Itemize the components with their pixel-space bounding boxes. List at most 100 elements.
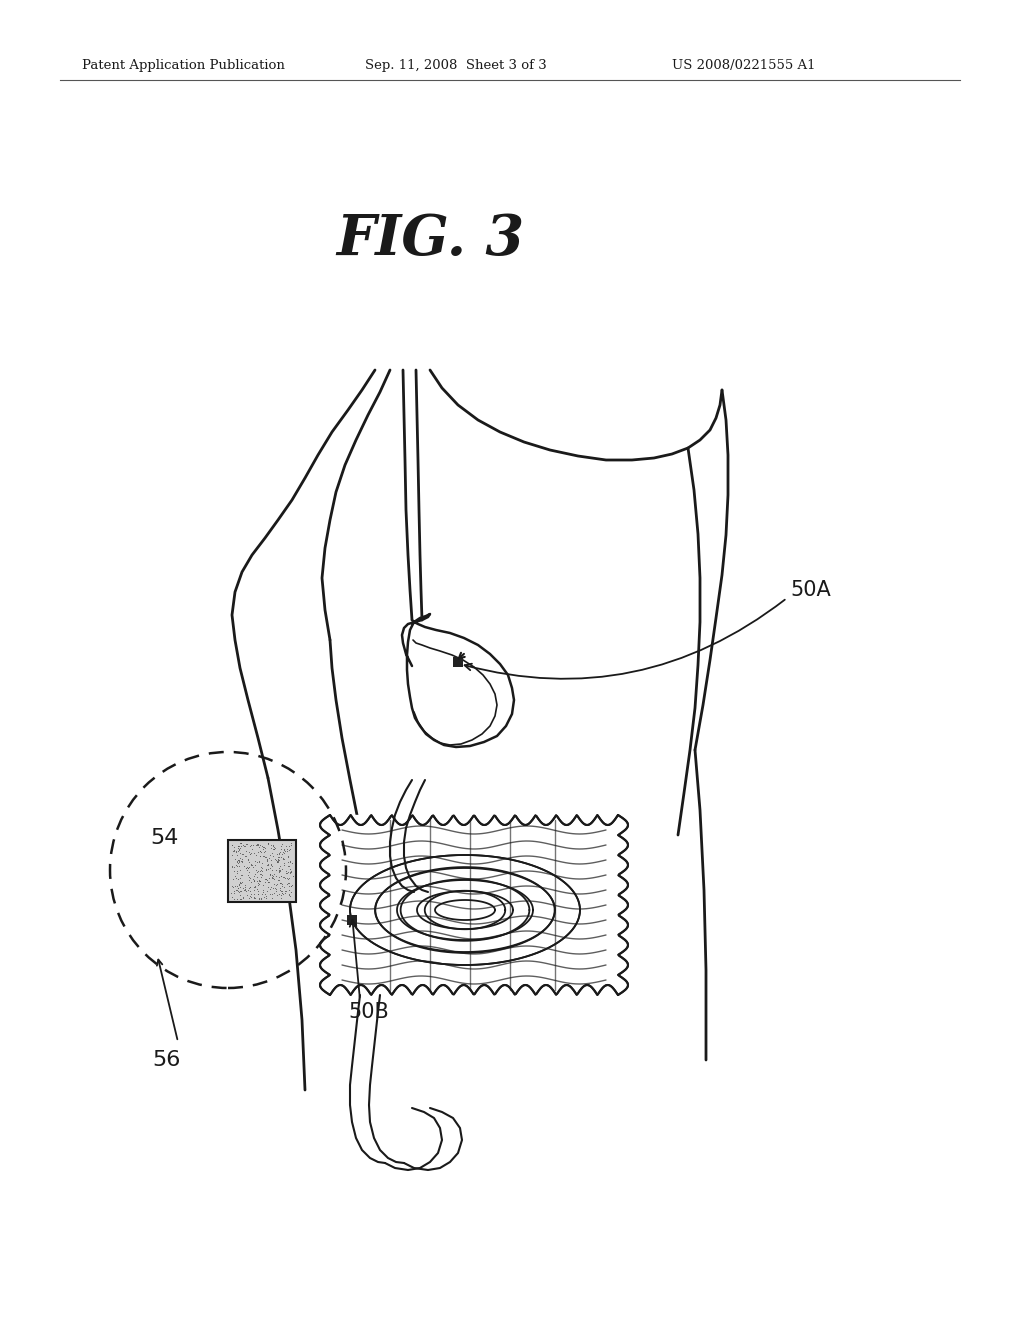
Point bbox=[247, 887, 263, 908]
Point bbox=[278, 869, 294, 890]
Point bbox=[275, 883, 292, 904]
Point bbox=[243, 834, 259, 855]
Point bbox=[279, 861, 295, 882]
Point bbox=[281, 867, 297, 888]
Point bbox=[272, 878, 289, 899]
Point bbox=[252, 871, 268, 892]
Point bbox=[247, 850, 263, 871]
Point bbox=[256, 841, 272, 862]
Point bbox=[257, 869, 273, 890]
Point bbox=[259, 833, 275, 854]
Point bbox=[233, 865, 250, 886]
Point bbox=[250, 842, 266, 863]
Point bbox=[228, 861, 245, 882]
Point bbox=[276, 883, 293, 904]
Point bbox=[251, 870, 267, 891]
Point bbox=[246, 876, 262, 898]
Point bbox=[271, 862, 288, 883]
Point bbox=[246, 886, 262, 907]
Text: 50B: 50B bbox=[348, 1002, 389, 1022]
Point bbox=[230, 851, 247, 873]
Point bbox=[226, 883, 243, 904]
Point bbox=[254, 861, 270, 882]
Point bbox=[262, 845, 279, 866]
Point bbox=[275, 866, 292, 887]
Point bbox=[245, 834, 261, 855]
Point bbox=[230, 836, 247, 857]
Point bbox=[250, 884, 266, 906]
Point bbox=[259, 876, 275, 898]
Point bbox=[266, 838, 283, 859]
Point bbox=[275, 842, 292, 863]
Text: US 2008/0221555 A1: US 2008/0221555 A1 bbox=[672, 58, 815, 71]
Point bbox=[243, 853, 259, 874]
Point bbox=[253, 863, 269, 884]
Point bbox=[274, 847, 291, 869]
Point bbox=[226, 888, 243, 909]
Point bbox=[247, 876, 263, 898]
Point bbox=[251, 869, 267, 890]
Point bbox=[251, 850, 267, 871]
Point bbox=[264, 865, 281, 886]
Point bbox=[249, 861, 265, 882]
Point bbox=[265, 838, 282, 859]
Point bbox=[259, 850, 275, 871]
Point bbox=[252, 861, 268, 882]
Point bbox=[255, 845, 271, 866]
Point bbox=[281, 869, 297, 890]
Text: 50A: 50A bbox=[790, 579, 830, 601]
Point bbox=[236, 879, 252, 900]
Point bbox=[283, 862, 299, 883]
Point bbox=[256, 886, 272, 907]
Point bbox=[248, 834, 264, 855]
Point bbox=[252, 845, 268, 866]
Point bbox=[260, 833, 276, 854]
Point bbox=[272, 838, 289, 859]
Point bbox=[229, 837, 246, 858]
Point bbox=[242, 867, 258, 888]
Point bbox=[280, 861, 296, 882]
Point bbox=[275, 838, 292, 859]
Point bbox=[244, 886, 260, 907]
Point bbox=[245, 857, 261, 878]
Point bbox=[255, 875, 271, 896]
Text: Patent Application Publication: Patent Application Publication bbox=[82, 58, 285, 71]
Point bbox=[239, 834, 255, 855]
Point bbox=[260, 871, 276, 892]
Point bbox=[273, 866, 290, 887]
Point bbox=[258, 869, 274, 890]
Bar bbox=[347, 915, 357, 925]
Point bbox=[229, 850, 246, 871]
Point bbox=[281, 840, 297, 861]
Point bbox=[269, 851, 286, 873]
Point bbox=[242, 886, 258, 907]
Point bbox=[283, 834, 299, 855]
Point bbox=[225, 836, 242, 857]
Point bbox=[230, 855, 247, 876]
Point bbox=[263, 855, 280, 876]
Point bbox=[242, 876, 258, 898]
Point bbox=[282, 850, 298, 871]
Point bbox=[225, 861, 242, 882]
Point bbox=[247, 875, 263, 896]
Polygon shape bbox=[330, 814, 618, 995]
Point bbox=[279, 840, 295, 861]
Point bbox=[249, 833, 265, 854]
Point bbox=[253, 842, 269, 863]
Point bbox=[243, 871, 259, 892]
Point bbox=[237, 855, 253, 876]
Point bbox=[246, 887, 262, 908]
Point bbox=[228, 840, 245, 861]
Point bbox=[266, 838, 283, 859]
Point bbox=[231, 867, 248, 888]
Point bbox=[228, 867, 245, 888]
Point bbox=[253, 836, 269, 857]
Point bbox=[266, 882, 283, 903]
Point bbox=[232, 833, 249, 854]
Point bbox=[279, 836, 295, 857]
Point bbox=[281, 855, 297, 876]
Point bbox=[243, 855, 259, 876]
Point bbox=[253, 866, 269, 887]
Point bbox=[281, 884, 297, 906]
Point bbox=[231, 850, 248, 871]
